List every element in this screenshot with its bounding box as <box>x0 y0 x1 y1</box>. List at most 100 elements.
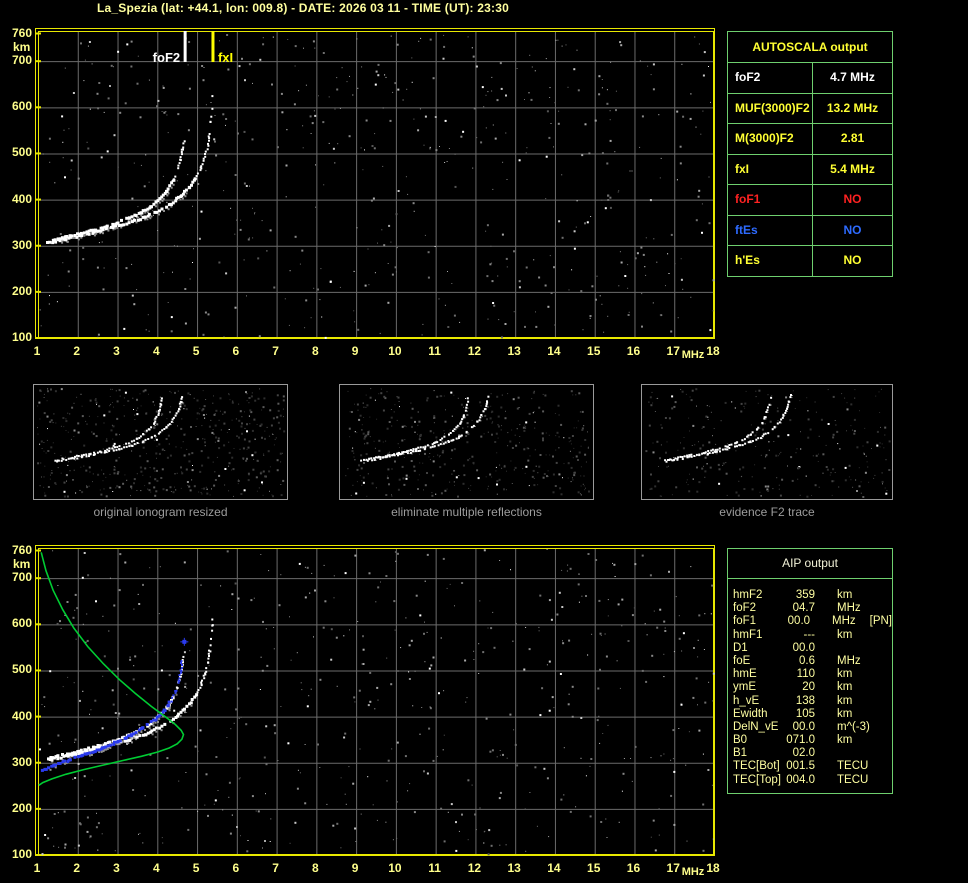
x-tick-label: 16 <box>626 861 641 875</box>
x-tick-label: 8 <box>312 861 319 875</box>
x-tick-label: 13 <box>507 861 521 875</box>
x-tick-label: 15 <box>587 861 601 875</box>
y-tick-label: 700 <box>11 570 32 585</box>
aip-row-label: hmE <box>733 668 757 681</box>
fof2-marker-label: foF2 <box>153 50 180 65</box>
aip-row-value: 00.0 <box>787 615 811 628</box>
aip-table-row: TEC[Top] 004.0 TECU <box>733 774 892 787</box>
x-tick-label: 5 <box>192 861 200 875</box>
x-tick-label: 6 <box>232 861 240 875</box>
x-tick-label: 11 <box>428 344 441 358</box>
aip-row-label: DelN_vE <box>733 720 779 733</box>
window-title: La_Spezia (lat: +44.1, lon: 009.8) - DAT… <box>97 1 509 15</box>
x-tick-label: 9 <box>351 344 359 358</box>
autoscaled-trace <box>40 660 183 772</box>
aip-row-value: 004.0 <box>786 773 815 786</box>
fxi-marker-label: fxI <box>218 50 233 65</box>
aip-row-unit: km <box>837 681 853 694</box>
thumbnail-caption: eliminate multiple reflections <box>391 505 542 519</box>
aip-row-value: 20 <box>802 681 815 694</box>
aip-table-row: hmE 110 km <box>733 668 892 681</box>
x-tick-label: 5 <box>192 344 200 358</box>
aip-row-value: 00.0 <box>792 641 815 654</box>
aip-table-row: foF2 04.7 MHz <box>733 602 892 615</box>
aip-row-label: hmF2 <box>733 589 763 601</box>
y-tick-label: 600 <box>11 616 32 631</box>
aip-row-unit <box>837 747 877 760</box>
aip-row-label: ymE <box>733 681 756 694</box>
autoscala-row-label: foF2 <box>728 63 813 93</box>
y-axis-unit-km: km <box>13 40 31 54</box>
x-tick-label: 14 <box>547 344 561 358</box>
aip-row-unit: km <box>837 734 853 747</box>
aip-row-label: TEC[Top] <box>733 773 781 786</box>
autoscala-row-label: MUF(3000)F2 <box>728 93 813 123</box>
x-tick-label: 17 <box>666 861 680 875</box>
autoscala-table-header: AUTOSCALA output <box>752 40 868 54</box>
aip-row-label: Ewidth <box>733 707 768 720</box>
y-tick-label: 760 <box>11 25 32 40</box>
aip-row-value: 04.7 <box>792 602 815 615</box>
aip-row-value: 00.0 <box>792 720 815 733</box>
x-axis-unit-mhz: MHz <box>681 866 705 878</box>
aip-row-value: 02.0 <box>792 747 815 760</box>
aip-table-row: D1 00.0 <box>733 642 892 655</box>
aip-row-value: 105 <box>795 707 815 720</box>
autoscala-table-row: foF2 4.7 MHz <box>728 62 892 93</box>
thumbnail-caption: original ionogram resized <box>93 505 228 519</box>
aip-table-row: foE 0.6 MHz <box>733 655 892 668</box>
fxi-marker: fxI <box>211 31 233 65</box>
aip-row-value: 0.6 <box>799 654 815 667</box>
autoscala-row-value: NO <box>843 253 862 267</box>
x-tick-label: 10 <box>388 344 402 358</box>
aip-row-label: foF1 <box>733 615 757 628</box>
y-tick-label: 500 <box>11 145 32 160</box>
autoscala-table-row: M(3000)F2 2.81 <box>728 123 892 154</box>
aip-table-row: hmF2 359 km <box>733 589 892 602</box>
thumbnail-caption: evidence F2 trace <box>719 505 815 519</box>
aip-row-value: 071.0 <box>786 734 815 747</box>
aip-row-note: [PN] <box>869 615 892 628</box>
aip-row-label: TEC[Bot] <box>733 760 780 773</box>
y-tick-label: 200 <box>11 283 32 298</box>
aip-row-label: B1 <box>733 747 748 760</box>
aip-table-header: AIP output <box>728 549 892 579</box>
x-tick-label: 18 <box>706 861 720 875</box>
x-tick-label: 9 <box>351 861 359 875</box>
aip-row-unit <box>837 642 877 655</box>
ionogram-bottom-plot <box>35 545 715 856</box>
x-tick-label: 3 <box>113 861 120 875</box>
x-tick-label: 3 <box>113 344 120 358</box>
autoscala-table-row: foF1 NO <box>728 184 892 215</box>
x-tick-label: 4 <box>152 344 160 358</box>
x-tick-label: 13 <box>507 344 521 358</box>
x-tick-label: 4 <box>152 861 160 875</box>
aip-row-unit: km <box>837 668 853 681</box>
x-tick-label: 1 <box>33 861 41 875</box>
autoscala-row-value: NO <box>843 222 862 237</box>
aip-row-unit: TECU <box>837 773 869 786</box>
x-tick-label: 14 <box>547 861 561 875</box>
aip-row-unit: km <box>837 589 853 601</box>
autoscala-row-label: h'Es <box>728 246 813 276</box>
aip-table-row: hmF1 --- km <box>733 629 892 642</box>
aip-row-unit: km <box>837 707 853 720</box>
aip-table-row: B0 071.0 km <box>733 734 892 747</box>
x-axis-unit-mhz: MHz <box>681 349 705 361</box>
aip-row-label: h_vE <box>733 694 760 707</box>
aip-row-label: B0 <box>733 734 748 747</box>
thumbnail-eliminate-reflections <box>339 384 594 500</box>
aip-table-rows: hmF2 359 km foF2 04.7 MHz foF1 00.0 MHz [PN] hmF1 -… <box>728 579 892 787</box>
y-tick-label: 600 <box>11 99 32 114</box>
x-tick-label: 15 <box>587 344 601 358</box>
X-trace <box>48 618 214 763</box>
aip-row-unit: MHz <box>837 602 861 615</box>
aip-output-table: AIP output hmF2 359 km foF2 04.7 MHz foF1 00.0 M… <box>727 548 893 794</box>
y-tick-label: 100 <box>11 847 32 861</box>
autoscala-table-row: fxI 5.4 MHz <box>728 153 892 184</box>
aip-row-value: 110 <box>796 668 815 681</box>
x-tick-label: 12 <box>467 344 482 358</box>
y-tick-label: 700 <box>11 53 32 68</box>
x-tick-label: 12 <box>467 861 482 875</box>
